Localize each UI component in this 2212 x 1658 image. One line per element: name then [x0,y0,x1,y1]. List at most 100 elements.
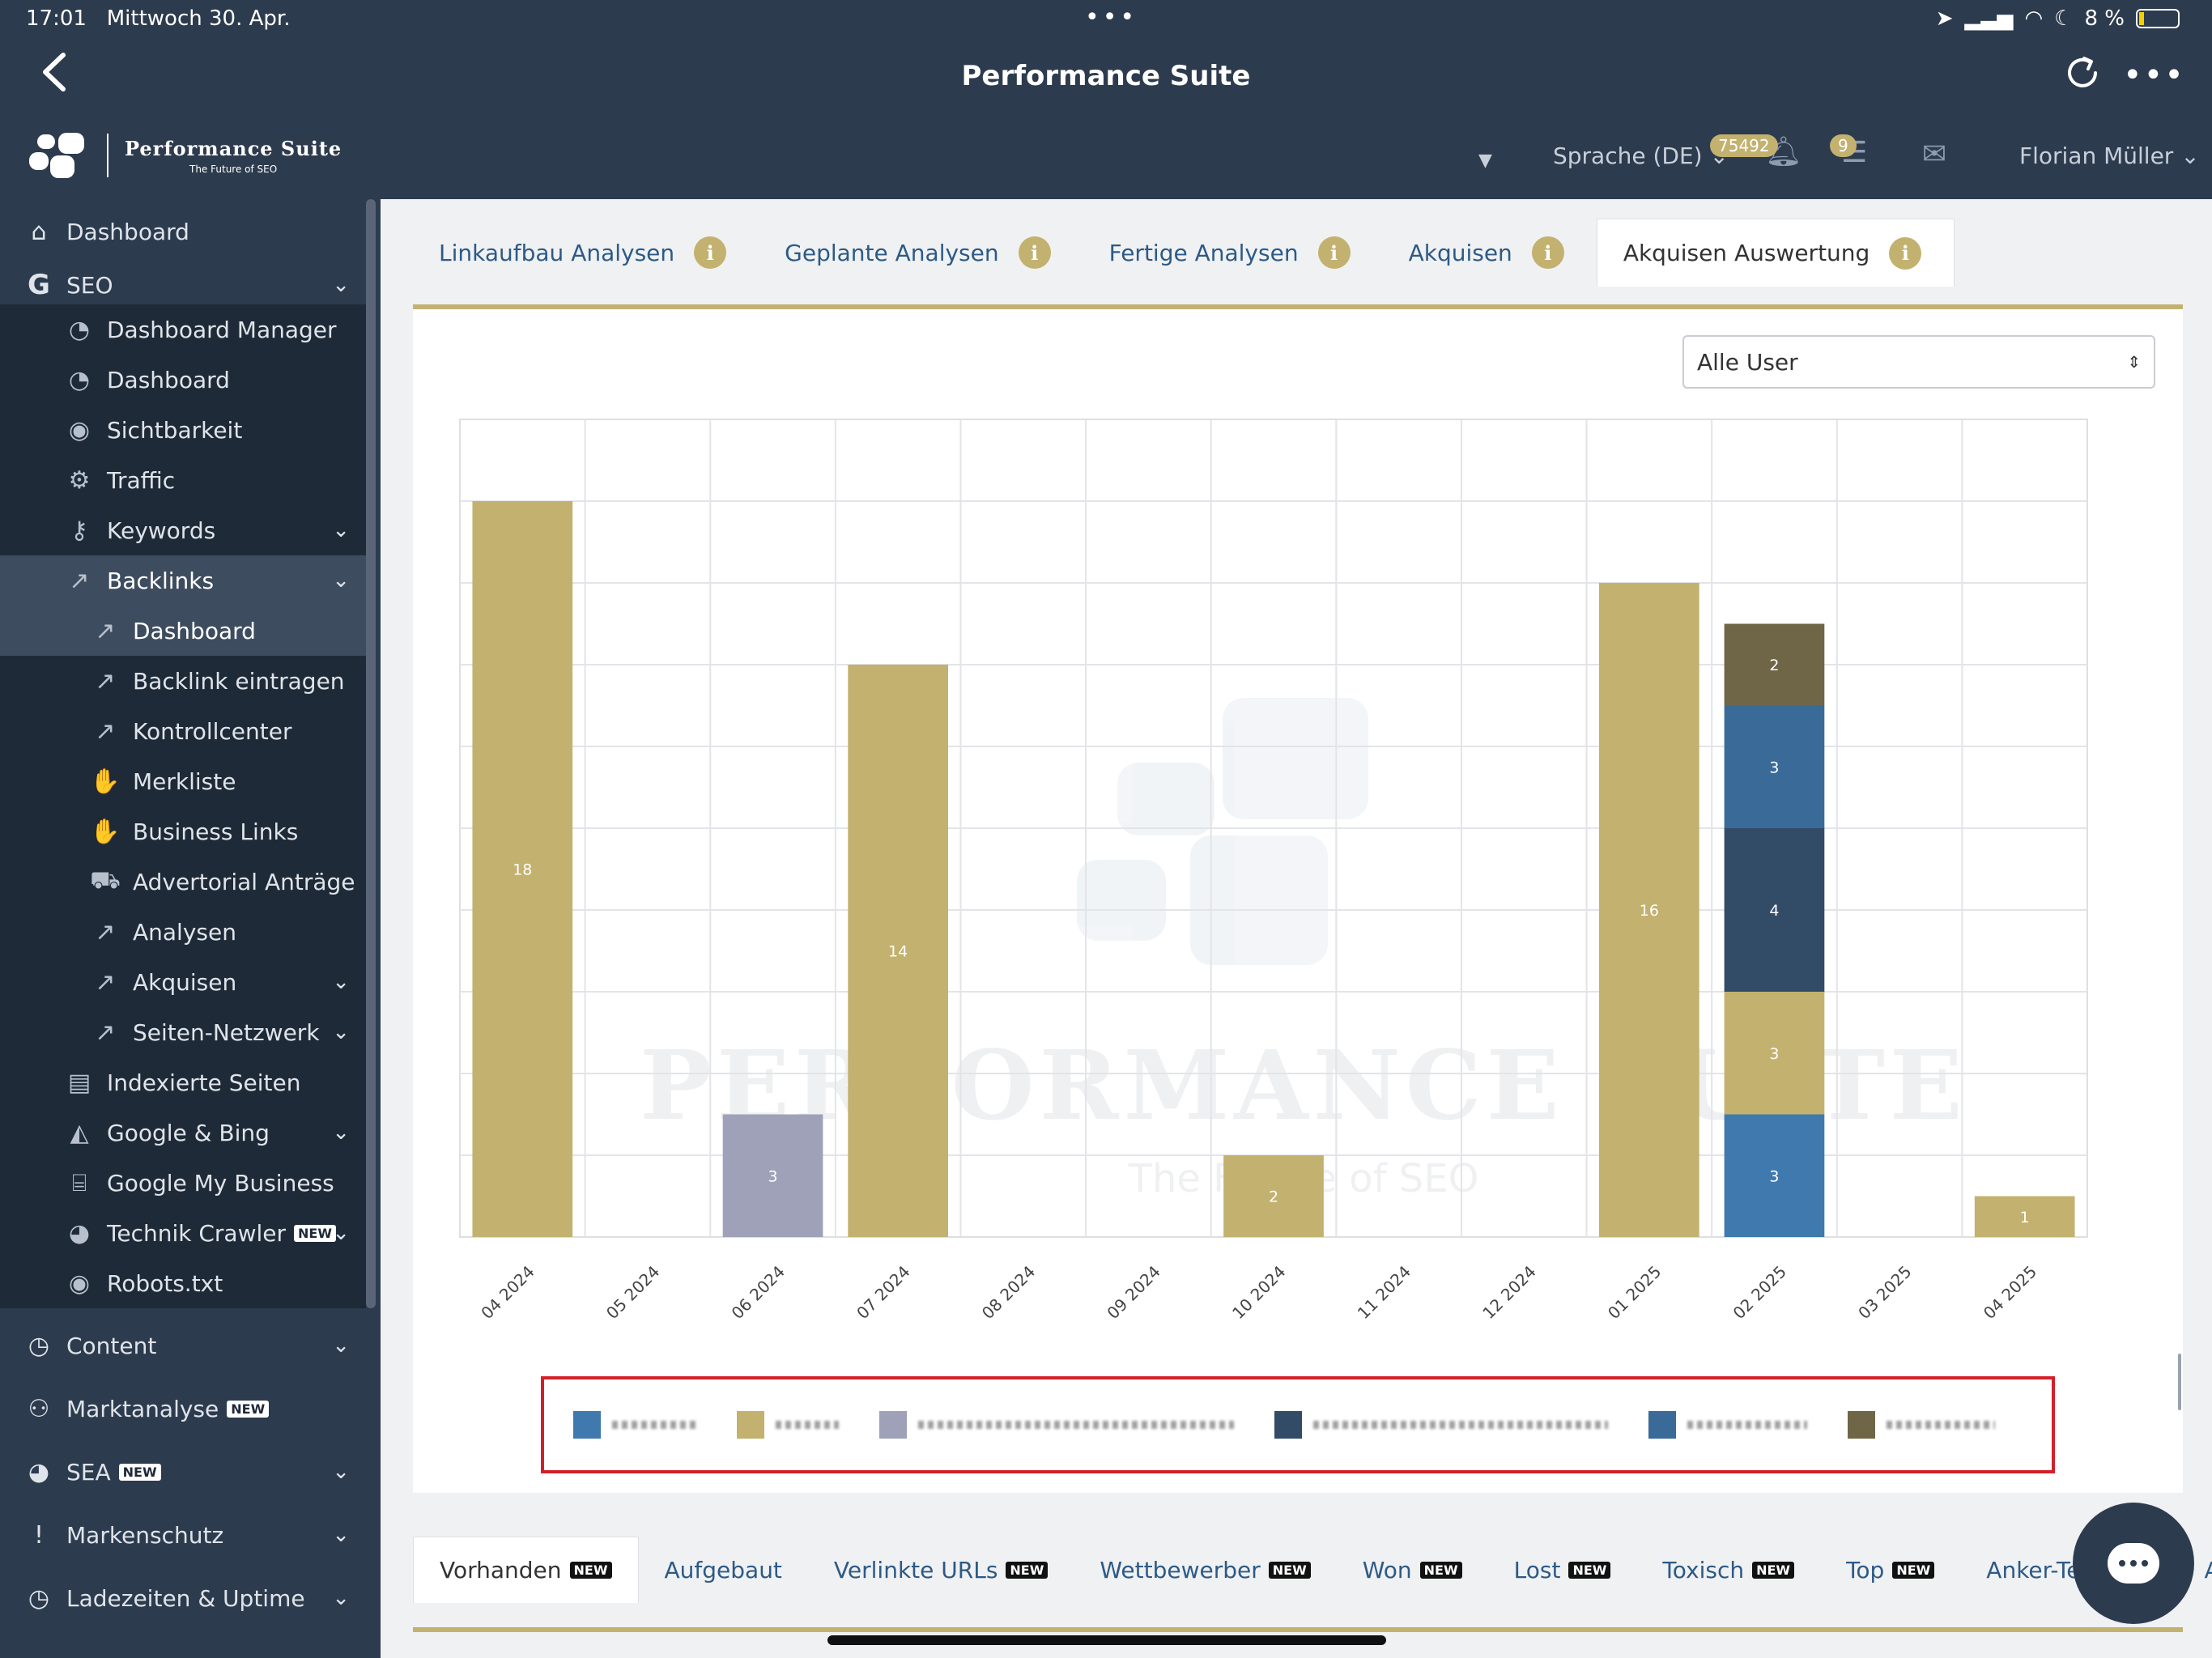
chevron-down-icon[interactable]: ⌄ [332,1221,350,1245]
bar-07-2024-s1 [848,665,948,1237]
clock-icon: ◷ [28,1331,50,1360]
new-badge: NEW [227,1400,270,1418]
sidebar-item-dashboard-3[interactable]: ◔ Dashboard [0,355,366,405]
refresh-button[interactable] [2065,55,2100,100]
sidebar-item-ladezeiten-uptime-26[interactable]: ◷ Ladezeiten & Uptime ⌄ [0,1567,366,1629]
sidebar-item-label: Ladezeiten & Uptime [66,1584,305,1612]
legend-item[interactable] [1648,1411,1807,1439]
sidebar-item-analysen-14[interactable]: ↗ Analysen [0,907,366,957]
status-time: 17:01 Mittwoch 30. Apr. [26,6,290,31]
bottom-tab-aufgebaut[interactable]: Aufgebaut [639,1537,808,1603]
bottom-tab-vorhanden[interactable]: Vorhanden NEW [413,1537,639,1603]
legend-item[interactable] [879,1411,1234,1439]
info-icon[interactable]: i [1018,236,1051,269]
sidebar-item-content-22[interactable]: ◷ Content ⌄ [0,1315,366,1376]
sidebar-item-akquisen-15[interactable]: ↗ Akquisen ⌄ [0,957,366,1007]
info-icon[interactable]: i [1317,236,1351,269]
users-icon: ⚇ [28,1394,50,1423]
sidebar-item-backlinks-7[interactable]: ↗ Backlinks ⌄ [0,555,366,606]
sidebar-item-marktanalyse-23[interactable]: ⚇ Marktanalyse NEW [0,1378,366,1439]
chevron-down-icon[interactable]: ⌄ [332,1586,350,1610]
chevron-down-icon[interactable]: ⌄ [332,273,350,297]
x-tick-label: 11 2024 [1354,1262,1414,1323]
sidebar-item-seo-1[interactable]: G SEO ⌄ [0,254,366,316]
bar-data-label: 16 [1640,902,1659,920]
chevron-down-icon[interactable]: ⌄ [332,1460,350,1484]
user-filter-select[interactable]: Alle User ⇕ [1682,335,2155,389]
legend-item[interactable] [573,1411,696,1439]
sidebar-item-dashboard-manager-2[interactable]: ◔ Dashboard Manager [0,304,366,355]
sidebar-item-markenschutz-25[interactable]: ! Markenschutz ⌄ [0,1504,366,1566]
sidebar-item-google-my-business-19[interactable]: ⌸ Google My Business [0,1158,366,1208]
sidebar-item-sea-24[interactable]: ◕ SEA NEW ⌄ [0,1441,366,1503]
sidebar-item-label: Akquisen [133,968,237,996]
sidebar-item-dashboard-0[interactable]: ⌂ Dashboard [0,201,366,262]
wifi-icon: ◠ [2024,6,2044,31]
chevron-down-icon[interactable]: ⌄ [332,1523,350,1547]
analysis-tabs: Linkaufbau Analysen i Geplante Analysen i Fe… [413,219,1955,287]
more-options-button[interactable]: ••• [2123,57,2185,94]
tab-fertige-analysen[interactable]: Fertige Analysen i [1083,219,1383,287]
sidebar-item-technik-crawler-20[interactable]: ◕ Technik Crawler NEW ⌄ [0,1208,366,1258]
brand-logo[interactable]: Performance Suite The Future of SEO [28,131,342,180]
tab-akquisen[interactable]: Akquisen i [1383,219,1597,287]
bottom-tab-verlinkte-urls[interactable]: Verlinkte URLs NEW [808,1537,1074,1603]
sidebar-item-label: Dashboard Manager [107,316,337,343]
sidebar-item-dashboard-8[interactable]: ↗ Dashboard [0,606,366,656]
x-tick-label: 12 2024 [1478,1262,1539,1323]
chevron-down-icon[interactable]: ⌄ [332,1120,350,1145]
bottom-tab-lost[interactable]: Lost NEW [1488,1537,1637,1603]
sidebar-item-backlink-eintragen-9[interactable]: ↗ Backlink eintragen [0,656,366,706]
tab-akquisen-auswertung[interactable]: Akquisen Auswertung i [1596,219,1955,287]
sidebar-item-merkliste-11[interactable]: ✋ Merkliste [0,756,366,806]
project-dropdown-caret-icon[interactable]: ▼ [1478,151,1492,171]
sidebar-item-google-bing-18[interactable]: ◭ Google & Bing ⌄ [0,1107,366,1158]
sidebar-item-business-links-12[interactable]: ✋ Business Links [0,806,366,857]
bar-02-2025-s3 [1724,828,1825,992]
chat-button[interactable] [2073,1503,2194,1624]
sidebar-item-traffic-5[interactable]: ⚙ Traffic [0,455,366,505]
sidebar-item-keywords-6[interactable]: ⚷ Keywords ⌄ [0,505,366,555]
chevron-down-icon[interactable]: ⌄ [332,568,350,593]
chevron-down-icon[interactable]: ⌄ [332,518,350,542]
tab-linkaufbau-analysen[interactable]: Linkaufbau Analysen i [413,219,759,287]
info-icon[interactable]: i [1531,236,1564,269]
envelope-icon[interactable]: ✉ [1922,138,1947,171]
bottom-tab-won[interactable]: Won NEW [1337,1537,1488,1603]
legend-item[interactable] [1274,1411,1608,1439]
sidebar-item-robots-txt-21[interactable]: ◉ Robots.txt [0,1258,366,1308]
sidebar-item-advertorial-antr-ge-13[interactable]: ⛟ Advertorial Anträge [0,857,366,907]
sidebar-item-indexierte-seiten-17[interactable]: ▤ Indexierte Seiten [0,1057,366,1107]
sidebar-scrollbar[interactable] [366,199,376,1308]
chevron-down-icon[interactable]: ⌄ [332,970,350,994]
pie-icon: ◕ [68,1218,91,1248]
chevron-down-icon[interactable]: ⌄ [332,1333,350,1358]
sidebar-item-kontrollcenter-10[interactable]: ↗ Kontrollcenter [0,706,366,756]
clock-icon: ◷ [28,1584,50,1613]
bottom-tab-wettbewerber[interactable]: Wettbewerber NEW [1074,1537,1336,1603]
bottom-tab-top[interactable]: Top NEW [1820,1537,1960,1603]
external-link-icon: ↗ [95,666,116,695]
language-label: Sprache (DE) [1553,142,1703,169]
chevron-down-icon[interactable]: ⌄ [332,1020,350,1044]
multitasking-dots-icon[interactable]: ••• [1085,3,1138,32]
eye-icon: ◉ [68,1269,91,1298]
sidebar-item-label: Markenschutz [66,1521,224,1549]
info-icon[interactable]: i [1889,236,1922,270]
language-selector[interactable]: Sprache (DE) ⌄ [1553,142,1729,169]
home-indicator[interactable] [827,1635,1386,1645]
legend-item[interactable] [1848,1411,1995,1439]
back-button[interactable] [40,52,68,103]
bottom-tab-ac[interactable]: Ac [2179,1537,2212,1603]
sidebar-item-label: SEO [66,271,113,299]
info-icon[interactable]: i [694,236,727,269]
external-link-icon: ↗ [95,967,116,997]
legend-item[interactable] [737,1411,839,1439]
user-menu[interactable]: Florian Müller ⌄ [2019,142,2200,169]
tab-geplante-analysen[interactable]: Geplante Analysen i [759,219,1083,287]
bottom-tab-toxisch[interactable]: Toxisch NEW [1636,1537,1820,1603]
sidebar-item-seiten-netzwerk-16[interactable]: ↗ Seiten-Netzwerk ⌄ [0,1007,366,1057]
sidebar-item-sichtbarkeit-4[interactable]: ◉ Sichtbarkeit [0,405,366,455]
card-scrollbar[interactable] [2178,1354,2181,1410]
